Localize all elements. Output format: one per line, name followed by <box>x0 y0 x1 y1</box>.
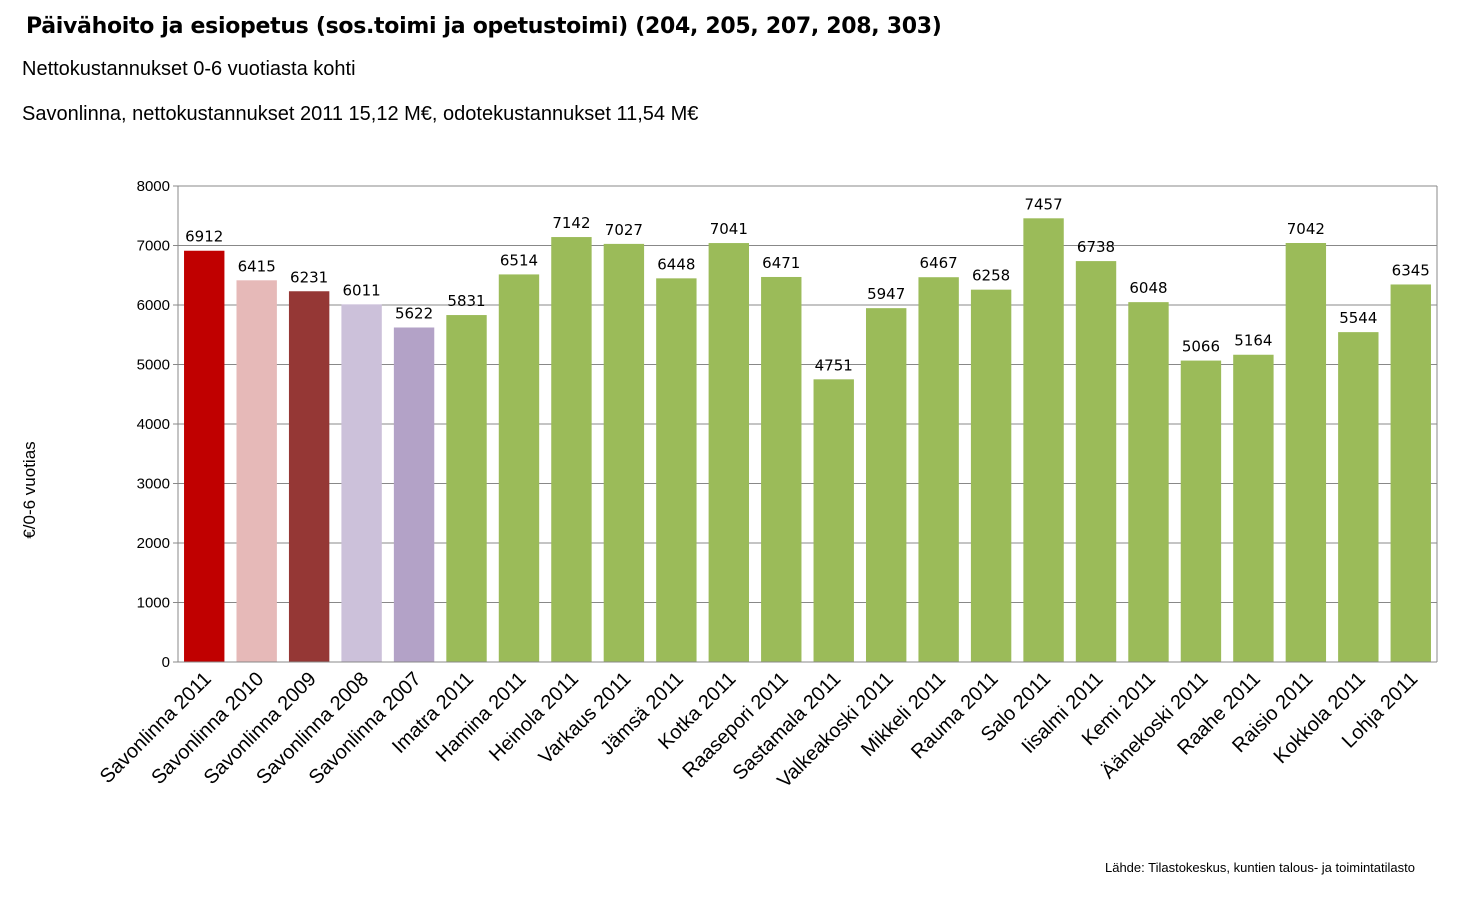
bar <box>341 304 382 662</box>
x-tick-label: Varkaus 2011 <box>535 668 636 769</box>
data-label: 5066 <box>1182 338 1220 356</box>
data-label: 6011 <box>343 281 381 299</box>
bar <box>761 276 802 662</box>
bar <box>551 237 592 662</box>
data-label: 5544 <box>1339 309 1377 327</box>
bar <box>236 280 277 662</box>
data-label: 6048 <box>1129 279 1167 297</box>
x-tick-label: Kokkola 2011 <box>1270 668 1370 768</box>
data-label: 5947 <box>867 285 905 303</box>
data-label: 7027 <box>605 221 643 239</box>
y-axis-ticks: 0 1000 2000 3000 4000 5000 6000 7000 8000 <box>137 178 178 671</box>
chart-title: Päivähoito ja esiopetus (sos.toimi ja op… <box>26 14 942 39</box>
bars <box>184 218 1431 663</box>
data-label: 7142 <box>552 214 590 232</box>
bar <box>1233 354 1274 662</box>
bar <box>1023 218 1064 662</box>
y-tick-label: 6000 <box>137 297 170 314</box>
data-label: 6258 <box>972 267 1010 285</box>
data-label: 6467 <box>920 254 958 272</box>
y-tick-label: 2000 <box>137 535 170 552</box>
chart-subtitle-2: Savonlinna, nettokustannukset 2011 15,12… <box>22 103 699 125</box>
y-tick-label: 5000 <box>137 357 170 374</box>
bar <box>498 274 540 662</box>
bar <box>1180 360 1222 662</box>
bar <box>603 243 645 662</box>
source-note: Lähde: Tilastokeskus, kuntien talous- ja… <box>1104 860 1415 875</box>
data-label: 6448 <box>657 255 695 273</box>
data-label: 7041 <box>710 220 748 238</box>
gridlines <box>178 185 1437 603</box>
bar <box>1285 243 1327 662</box>
data-label: 5164 <box>1234 332 1272 350</box>
axes <box>177 186 1438 663</box>
chart-subtitle: Nettokustannukset 0-6 vuotiasta kohti <box>22 58 356 80</box>
data-labels: 6912 6415 6231 6011 5622 5831 6514 7142 7027 6448… <box>185 195 1430 374</box>
data-label: 6514 <box>500 251 538 269</box>
y-tick-label: 1000 <box>137 595 170 612</box>
data-label: 6415 <box>238 257 276 275</box>
y-tick-label: 8000 <box>137 178 170 195</box>
data-label: 5622 <box>395 304 433 322</box>
y-tick-label: 4000 <box>137 416 170 433</box>
bar <box>1075 261 1117 662</box>
data-label: 6471 <box>762 254 800 272</box>
data-label: 6231 <box>290 268 328 286</box>
y-tick-label: 0 <box>162 654 170 671</box>
y-tick-label: 7000 <box>137 238 170 255</box>
bar <box>656 278 697 662</box>
bar <box>1390 284 1431 662</box>
bar <box>865 308 907 662</box>
bar <box>288 291 330 662</box>
bar <box>1128 302 1169 662</box>
bar <box>708 243 750 663</box>
bar <box>918 277 959 662</box>
bar <box>813 379 854 662</box>
bar <box>1338 332 1379 662</box>
bar <box>970 289 1012 662</box>
y-tick-label: 3000 <box>137 476 170 493</box>
data-label: 6345 <box>1392 261 1430 279</box>
data-label: 7042 <box>1287 220 1325 238</box>
data-label: 4751 <box>815 356 853 374</box>
data-label: 5831 <box>447 292 485 310</box>
bar <box>184 250 225 662</box>
bar <box>393 327 435 662</box>
bar <box>446 315 487 662</box>
data-label: 6912 <box>185 228 223 246</box>
data-label: 7457 <box>1024 195 1062 213</box>
data-label: 6738 <box>1077 238 1115 256</box>
